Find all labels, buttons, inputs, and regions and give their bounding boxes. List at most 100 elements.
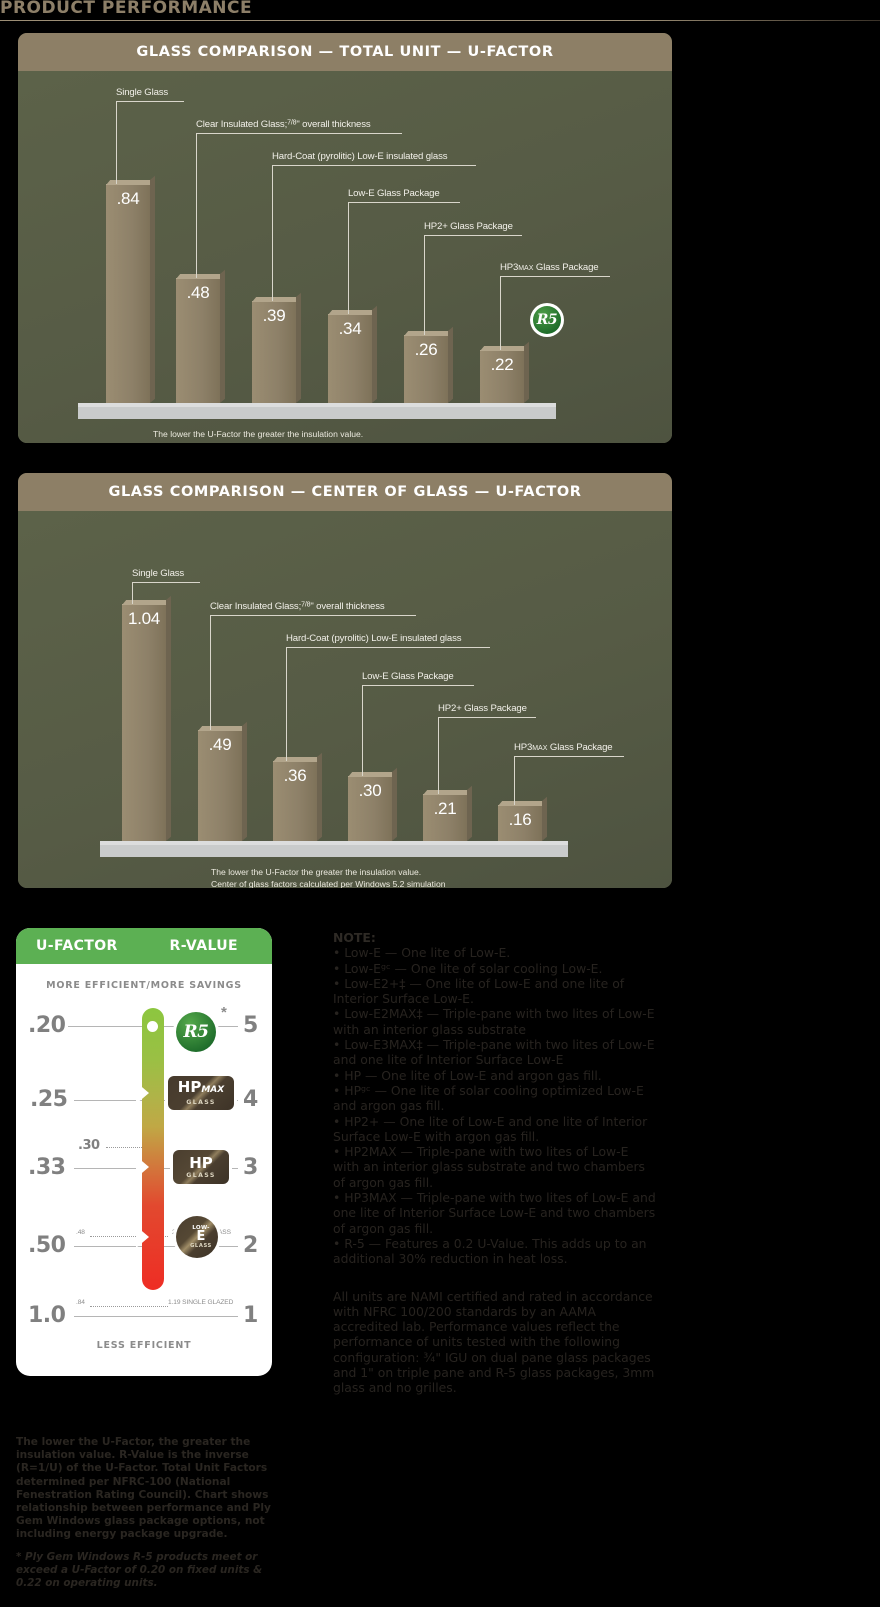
chart2-bar-value-3: .36: [283, 766, 307, 785]
chevron-lowe: [136, 1226, 149, 1248]
chart2-leader-5: [438, 717, 439, 794]
bar-side: [392, 767, 397, 841]
note-item-6: • HPᵍᶜ — One lite of solar cooling optim…: [333, 1082, 644, 1114]
bar-side: [166, 595, 171, 841]
bar-side: [296, 292, 301, 403]
chart2-bar-4: .30: [348, 767, 397, 841]
chart-card-center-of-glass: GLASS COMPARISON — CENTER OF GLASS — U-F…: [18, 473, 672, 888]
chart2-callout-label-1: Single Glass: [132, 568, 185, 579]
scale-header: U-FACTOR R-VALUE: [16, 928, 272, 964]
callout-underline: [362, 685, 474, 686]
chart2-header: GLASS COMPARISON — CENTER OF GLASS — U-F…: [18, 473, 672, 511]
chart-card-total-unit: GLASS COMPARISON — TOTAL UNIT — U-FACTOR…: [18, 33, 672, 443]
chart1-bar-value-4: .34: [338, 319, 362, 338]
scale-header-r-value: R-VALUE: [169, 938, 238, 954]
lowe-badge-line1: LOW-: [192, 1225, 210, 1231]
chart1-callout-suffix-2: " overall thickness: [296, 119, 371, 130]
chart2-callout-tail-6: Glass Package: [547, 742, 613, 753]
note-item-0: • Low-E — One lite of Low-E.: [333, 945, 511, 961]
chart2-bar-value-4: .30: [358, 781, 382, 800]
chart2-bar-value-1: 1.04: [128, 609, 160, 628]
single-glazed-right-label: 1.19 SINGLE GLAZED: [168, 1299, 234, 1306]
note-item-4: • Low-E3MAX‡ — Triple-pane with two lite…: [333, 1037, 655, 1068]
bar-cap: [122, 600, 171, 605]
bar-side: [220, 269, 225, 403]
page-title: PRODUCT PERFORMANCE: [0, 0, 253, 18]
asterisk-marker: *: [221, 1004, 227, 1021]
chart1-bar-value-5: .26: [414, 340, 438, 359]
chart1-note-line-1: The lower the U-Factor the greater the i…: [153, 429, 364, 439]
bar-side: [448, 326, 453, 403]
less-efficient-label: LESS EFFICIENT: [96, 1340, 192, 1351]
callout-underline: [210, 615, 416, 616]
note-item-7: • HP2+ — One lite of Low-E and one lite …: [333, 1113, 648, 1144]
chart2-floor: [100, 841, 568, 857]
chart2-note-line-1: The lower the U-Factor the greater the i…: [211, 867, 422, 877]
bar-cap: [176, 274, 225, 279]
chart2-callout-6: HP3MAX Glass Package: [514, 742, 624, 757]
chart1-bar-4: .34: [328, 305, 377, 403]
scale-u-tick-50: .50: [28, 1233, 66, 1258]
chart1-callout-3: Hard-Coat (pyrolitic) Low-E insulated gl…: [272, 151, 476, 166]
chart1-callout-label-1: Single Glass: [116, 87, 169, 98]
callout-underline: [272, 165, 476, 166]
scale-header-u-factor: U-FACTOR: [36, 938, 118, 954]
lowe-badge-body: LOW- E GLASS: [176, 1216, 218, 1258]
chart1-callout-5: HP2+ Glass Package: [424, 221, 522, 236]
chart2-leader-2: [210, 615, 211, 730]
scale-badge-hpmax: HPMAX GLASS: [168, 1076, 234, 1110]
chart1-callout-tail-6: Glass Package: [533, 262, 599, 273]
bar-cap: [252, 297, 301, 302]
bar-side: [467, 785, 472, 841]
bar-side: [542, 796, 547, 841]
chart1-callout-label-6: HP3: [500, 262, 519, 273]
callout-underline: [500, 276, 610, 277]
chart1-fraction-2: 7/8: [287, 119, 297, 127]
clear-glass-dotline: [90, 1236, 168, 1237]
scale-u-tick-30: .30: [78, 1138, 100, 1153]
bar-cap: [273, 757, 322, 762]
chart2-bar-value-2: .49: [208, 735, 232, 754]
chart1-callout-2: Clear Insulated Glass;7/8" overall thick…: [196, 119, 402, 134]
chart1-bar-6: .22: [480, 341, 529, 403]
chevron-hpmax: [136, 1082, 149, 1104]
chart2-notes: The lower the U-Factor the greater the i…: [211, 867, 446, 888]
scale-r-tick-1: 1: [243, 1303, 259, 1328]
chart2-leader-1: [132, 582, 133, 604]
chart1-callout-label-3: Hard-Coat (pyrolitic) Low-E insulated gl…: [272, 151, 448, 162]
scale-u-tick-33: .33: [28, 1155, 66, 1180]
chart2-note-line-2: Center of glass factors calculated per W…: [211, 878, 446, 889]
notes-heading: NOTE:: [333, 930, 376, 945]
scale-dotline-30: [106, 1147, 144, 1148]
u-factor-r-value-scale-card: U-FACTOR R-VALUE MORE EFFICIENT/MORE SAV…: [16, 928, 272, 1376]
efficiency-gradient-spine: [142, 1008, 164, 1290]
chart2-callout-suffix-2: " overall thickness: [310, 601, 385, 612]
chart2-leader-6: [514, 756, 515, 805]
chart1-callout-label-4: Low-E Glass Package: [348, 188, 440, 199]
bar-cap: [404, 331, 453, 336]
scale-line-100: [74, 1316, 238, 1317]
chart2-callout-sub-6: MAX: [532, 745, 548, 752]
bar-cap: [328, 310, 377, 315]
bar-side: [150, 175, 155, 403]
chart2-leader-4: [362, 685, 363, 776]
footnote-main: The lower the U-Factor, the greater the …: [16, 1436, 271, 1541]
lowe-badge-line2: E: [196, 1229, 206, 1244]
clear-glass-left-value: .48: [76, 1229, 85, 1236]
chart2-callout-label-6: HP3: [514, 742, 533, 753]
scale-badge-lowe: LOW- E GLASS: [176, 1216, 218, 1258]
bar-cap: [480, 346, 529, 351]
chart2-callout-2: Clear Insulated Glass;7/8" overall thick…: [210, 601, 416, 616]
hp-badge-line2: GLASS: [186, 1171, 216, 1179]
header-divider: [0, 20, 880, 21]
chart1-bar-value-6: .22: [490, 355, 514, 374]
scale-u-tick-25: .25: [30, 1087, 68, 1112]
chart2-bar-5: .21: [423, 785, 472, 841]
chart1-callout-6: HP3MAX Glass Package: [500, 262, 610, 277]
chart2-fraction-2: 7/8: [301, 601, 311, 609]
chart2-title: GLASS COMPARISON — CENTER OF GLASS — U-F…: [108, 484, 582, 500]
scale-badge-r5: R5: [176, 1012, 216, 1052]
note-item-1: • Low-Eᵍᶜ — One lite of solar cooling Lo…: [333, 960, 603, 976]
bar-cap: [423, 790, 472, 795]
callout-underline: [116, 101, 184, 102]
